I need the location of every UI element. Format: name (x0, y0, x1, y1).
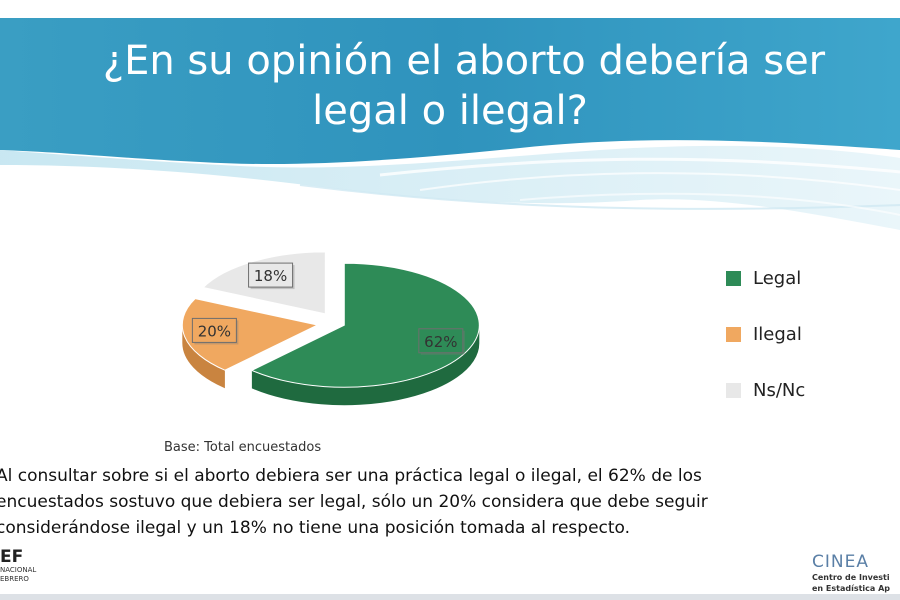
pie-label-box-nsnc (248, 262, 294, 288)
slide-title: ¿En su opinión el aborto debería ser leg… (0, 36, 900, 136)
legend-item-nsnc: Ns/Nc (726, 362, 805, 418)
pie-label-text-ilegal: 20% (198, 322, 231, 340)
title-line-2: legal o ilegal? (312, 88, 588, 134)
pie-label-box-ilegal (191, 317, 237, 343)
pie-label-nsnc: 18% (248, 262, 295, 290)
summary-text: Al consultar sobre si el aborto debiera … (0, 463, 900, 541)
legend-label-legal: Legal (753, 267, 802, 289)
summary-line-1: Al consultar sobre si el aborto debiera … (0, 466, 702, 486)
pie-chart-svg: 62% 20% 18% (181, 251, 480, 406)
cinea-sub-1: Centro de Investi (812, 573, 890, 582)
footer-right-logo: CINEA Centro de Investi en Estadística A… (812, 552, 900, 596)
chart-legend: Legal Ilegal Ns/Nc (726, 250, 805, 418)
pie-label-box-legal (418, 328, 464, 354)
left-logo-sub-1: NACIONAL (0, 566, 37, 574)
legend-item-legal: Legal (726, 250, 805, 306)
legend-label-ilegal: Ilegal (753, 323, 802, 345)
pie-slice-ilegal (181, 298, 319, 371)
left-logo-text: EF (0, 547, 24, 567)
bottom-frame (0, 594, 900, 600)
header-wave-background (0, 0, 900, 230)
cinea-sub-2: en Estadística Ap (812, 584, 890, 593)
legend-swatch-nsnc (726, 382, 741, 398)
summary-line-3: considerándose ilegal y un 18% no tiene … (0, 518, 631, 538)
pie-label-text-legal: 62% (424, 333, 457, 351)
pie-slice-legal (250, 262, 480, 388)
legend-swatch-ilegal (726, 326, 741, 342)
title-line-1: ¿En su opinión el aborto debería ser (102, 38, 826, 84)
left-logo-sub-2: EBRERO (0, 575, 29, 583)
chart-base-note: Base: Total encuestados (164, 440, 322, 455)
slide-header: ¿En su opinión el aborto debería ser leg… (0, 0, 900, 230)
footer-left-logo: EF NACIONAL EBRERO (0, 548, 60, 588)
summary-line-2: encuestados sostuvo que debiera ser lega… (0, 492, 708, 512)
cinea-logo-text: CINEA (812, 552, 869, 572)
pie-label-ilegal: 20% (191, 317, 239, 345)
pie-label-legal: 62% (418, 328, 465, 355)
legend-label-nsnc: Ns/Nc (753, 379, 806, 401)
legend-swatch-legal (726, 270, 741, 286)
pie-label-text-nsnc: 18% (254, 267, 287, 285)
pie-side-ilegal (182, 325, 225, 389)
pie-chart: 62% 20% 18% (100, 235, 600, 435)
legend-item-ilegal: Ilegal (726, 306, 805, 362)
